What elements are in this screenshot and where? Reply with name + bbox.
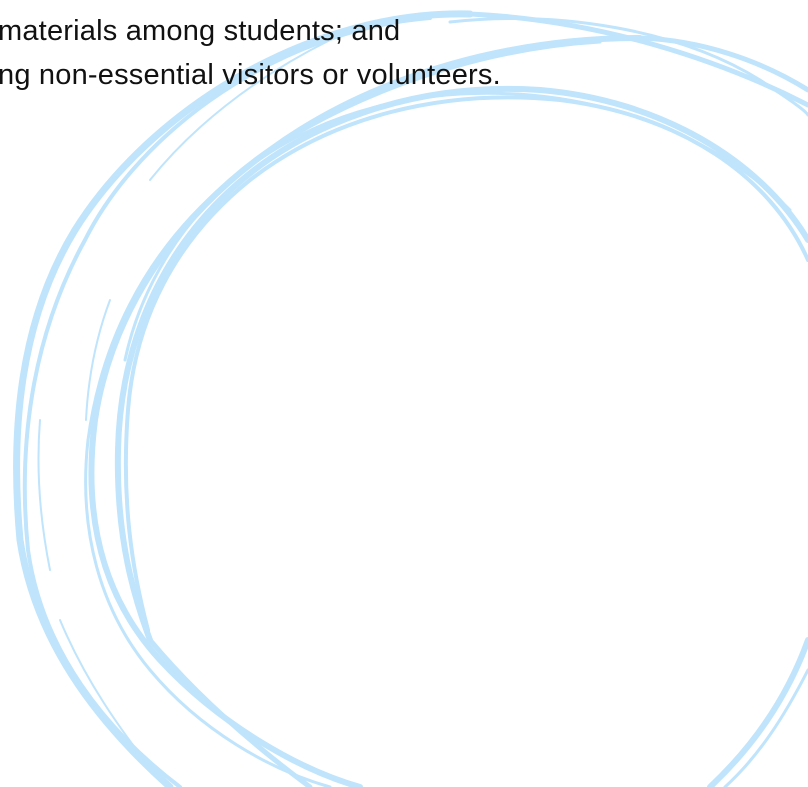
document-text-line: materials among students; and <box>0 15 401 47</box>
document-text-line: ng non-essential visitors or volunteers. <box>0 59 501 91</box>
